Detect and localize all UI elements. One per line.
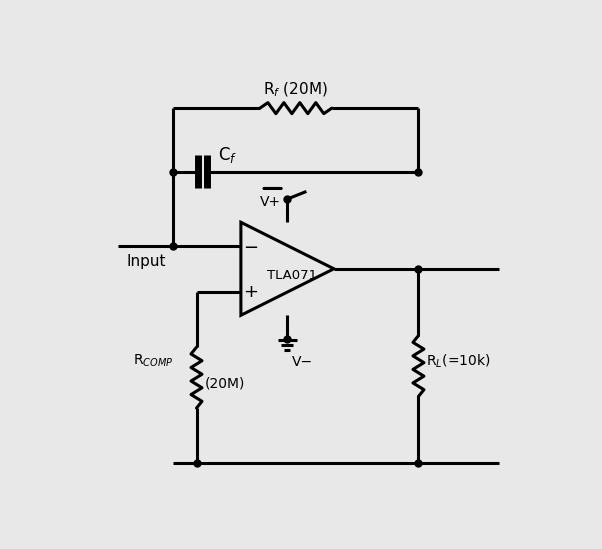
Text: V+: V+ [260,195,281,209]
Text: $-$: $-$ [243,237,258,255]
Text: TLA071: TLA071 [267,268,317,282]
Text: $+$: $+$ [243,283,258,301]
Text: R$_f$ (20M): R$_f$ (20M) [264,81,328,99]
Text: Input: Input [127,254,166,269]
Text: R$_{COMP}$: R$_{COMP}$ [133,352,173,369]
Text: (20M): (20M) [205,377,246,391]
Text: V−: V− [291,355,313,368]
Text: C$_f$: C$_f$ [218,145,237,165]
Text: R$_L$(=10k): R$_L$(=10k) [426,353,491,371]
